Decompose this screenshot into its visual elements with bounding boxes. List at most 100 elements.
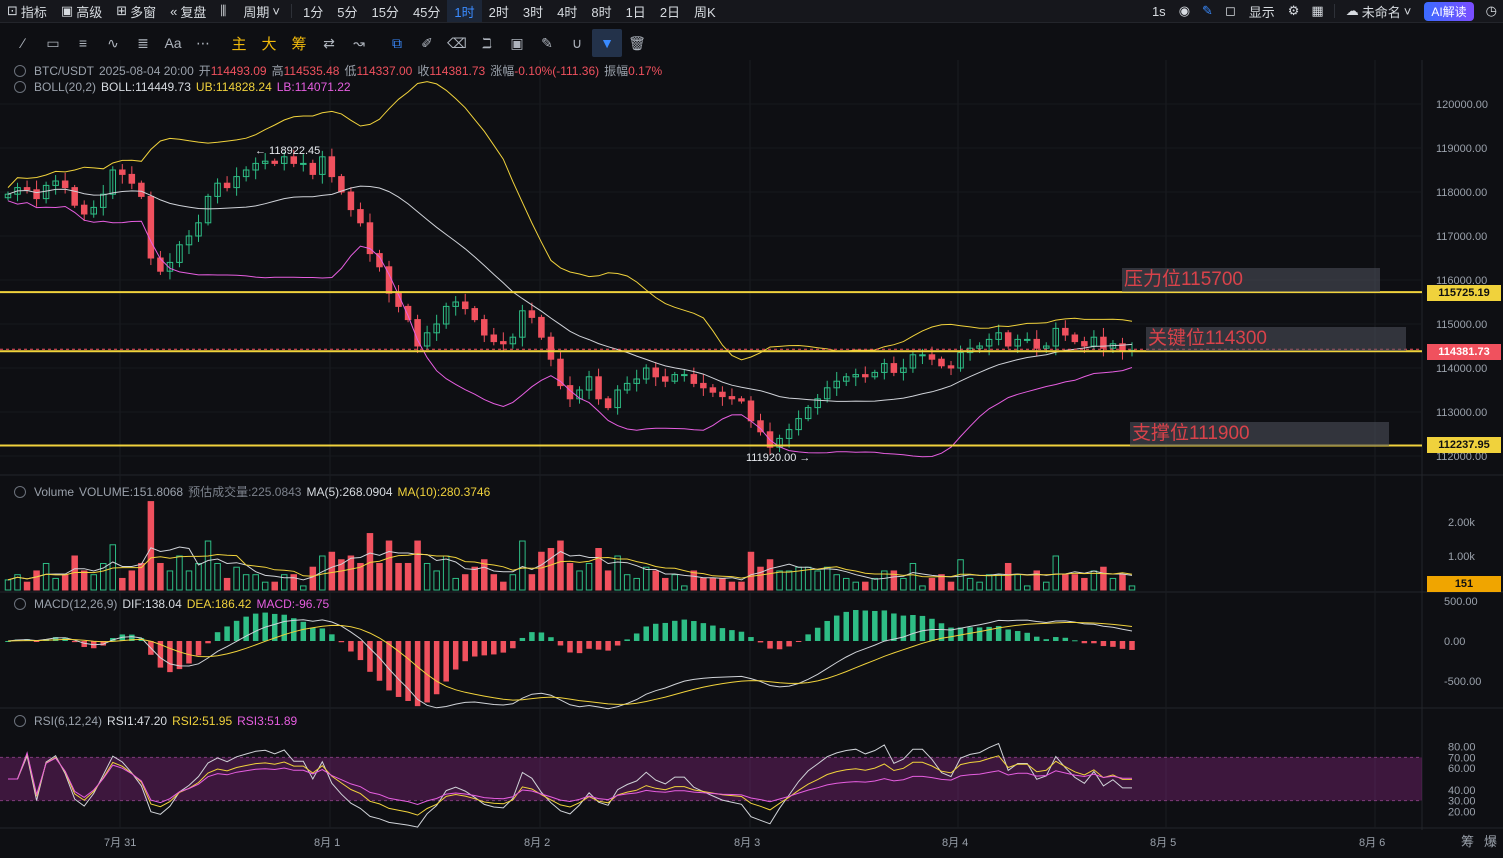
resistance-note[interactable]: 压力位115700 [1122,268,1380,292]
text-tool-icon[interactable]: Aa [164,35,182,51]
rsi-axis-label: 30.00 [1448,796,1476,808]
candle-body [138,182,145,197]
lock-icon[interactable]: ▣ [510,34,524,51]
edit-icon[interactable]: ✎ [541,34,553,51]
volume-bar [862,581,869,591]
refresh-rate[interactable]: 1s [1151,3,1166,19]
copy-icon[interactable]: ⧉ [392,34,402,51]
visibility-toggle-icon[interactable] [14,81,26,93]
candle-body [204,195,212,224]
volume-bar [157,562,164,591]
macd-histogram-bar [986,626,992,641]
visibility-toggle-icon[interactable] [14,598,26,610]
macd-histogram-bar [224,626,230,641]
topbar-item-5[interactable]: 周期 ˅ [236,0,287,22]
visibility-toggle-icon[interactable] [14,485,26,498]
parallel-lines-tool-icon[interactable]: ≡ [78,35,88,51]
macd-name[interactable]: MACD(12,26,9) [34,597,118,611]
magnet-icon[interactable]: ∪ [571,34,583,51]
macd-histogram-bar [348,641,354,652]
interval-tab[interactable]: 3时 [522,4,544,20]
interval-tab[interactable]: 1时 [447,0,482,22]
key-level-note[interactable]: 关键位114300 [1146,327,1406,351]
volume-bar [719,577,726,591]
interval-tab[interactable]: 1日 [625,4,646,20]
volume-bar [785,570,793,591]
interval-tab[interactable]: 5分 [337,4,358,20]
topbar-item-0[interactable]: ⊡ 指标 [0,0,54,22]
interval-tab[interactable]: 4时 [557,4,578,20]
macd-histogram-bar [5,641,11,642]
macd-histogram-bar [1091,641,1097,644]
topbar-item-3[interactable]: «复盘 [163,0,213,22]
fib-tool-icon[interactable]: ≣ [137,34,149,51]
more-tools-icon[interactable]: ⋯ [196,34,210,51]
boll-name[interactable]: BOLL(20,2) [34,80,97,94]
liquidation-bottom-button[interactable]: 爆 [1483,834,1497,849]
candle-body [728,396,736,400]
candle-body [471,308,478,321]
cloud-layout-select[interactable]: ☁ 未命名 ˅ [1339,0,1419,22]
camera-icon[interactable]: ◉ [1178,3,1191,18]
volume-bar [881,570,888,591]
candle-body [652,367,659,378]
chevron-down-icon: ˅ [272,3,280,19]
interval-tab[interactable]: 2日 [659,4,681,20]
line-tool-icon[interactable]: ∕ [21,35,25,51]
candle-body [61,180,69,189]
chip-toggle[interactable]: 筹 [291,35,307,53]
interval-tab[interactable]: 45分 [412,4,441,20]
interval-tab[interactable]: 15分 [371,4,399,20]
topbar-item-4[interactable]: ⫼ [213,0,236,22]
support-note[interactable]: 支撑位111900 [1130,422,1389,446]
volume-bar [1109,577,1117,591]
big-order-toggle[interactable]: 大 [261,35,277,53]
interval-tab[interactable]: 周K [694,4,716,20]
pen-icon[interactable]: ✎ [1202,3,1213,18]
support-price-tag: 112237.95 [1427,437,1501,453]
macd-histogram-bar [605,641,611,651]
volume-bar [509,574,517,591]
wave-tool-icon[interactable]: ∿ [107,34,119,51]
eraser-icon[interactable]: ⌫ [447,34,467,51]
macd-histogram-bar [329,634,335,641]
interval-tab[interactable]: 1分 [303,4,324,20]
candle-icon[interactable]: ℶ [482,34,492,51]
macd-histogram-bar [167,641,173,673]
clock-icon[interactable]: ◷ [1485,3,1497,18]
macd-histogram-bar [757,641,764,643]
fullscreen-icon[interactable]: ◻ [1224,3,1236,18]
measure-icon[interactable]: ↝ [353,34,365,51]
layout-icon[interactable]: ▦ [1311,3,1324,18]
compare-icon[interactable]: ⇄ [323,34,335,51]
interval-tab[interactable]: 8时 [591,4,612,20]
volume-bar [233,566,240,591]
volume-bar [776,570,783,591]
macd-histogram-bar [367,641,373,672]
visibility-toggle-icon[interactable] [14,64,26,77]
topbar-item-1[interactable]: ▣ 高级 [54,0,109,22]
settings-icon[interactable]: ⚙ [1287,3,1300,18]
macd-histogram-bar [919,615,926,641]
volume-bar [61,574,69,591]
volume-bar [842,577,850,591]
macd-dif: DIF:138.04 [122,597,182,611]
ai-interpret-button[interactable]: AI解读 [1424,1,1474,21]
volume-bar [328,551,336,591]
trash-icon[interactable]: 🗑 [628,34,646,51]
volume-name[interactable]: Volume [34,484,75,499]
brush-icon[interactable]: ✐ [421,34,433,51]
main-chart-toggle[interactable]: 主 [231,35,247,53]
rsi-name[interactable]: RSI(6,12,24) [34,714,103,728]
topbar-item-2[interactable]: ⊞ 多窗 [109,0,163,22]
macd-histogram-bar [1033,636,1040,641]
volume-bar [1043,581,1050,591]
rectangle-tool-icon[interactable]: ▭ [46,34,60,51]
visibility-toggle-icon[interactable] [14,715,26,727]
filter-icon[interactable]: ▼ [592,29,622,57]
chip-bottom-button[interactable]: 筹 [1460,834,1474,849]
macd-histogram-bar [386,641,392,691]
interval-tab[interactable]: 2时 [488,4,509,20]
display-menu[interactable]: 显示 [1248,4,1275,20]
